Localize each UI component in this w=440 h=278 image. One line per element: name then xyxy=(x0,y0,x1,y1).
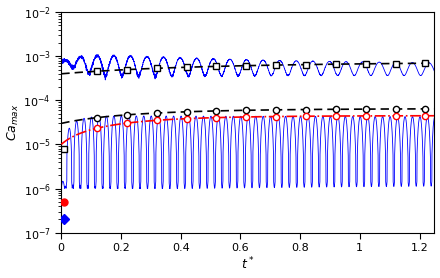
Y-axis label: $Ca_{max}$: $Ca_{max}$ xyxy=(6,104,21,141)
X-axis label: $t^*$: $t^*$ xyxy=(241,256,255,272)
